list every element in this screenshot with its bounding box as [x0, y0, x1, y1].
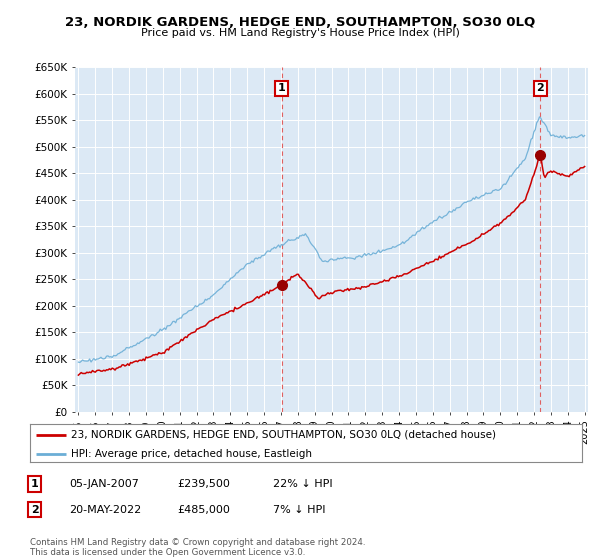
Text: 22% ↓ HPI: 22% ↓ HPI: [273, 479, 332, 489]
Text: 2: 2: [31, 505, 38, 515]
Text: 2: 2: [536, 83, 544, 94]
Text: 23, NORDIK GARDENS, HEDGE END, SOUTHAMPTON, SO30 0LQ (detached house): 23, NORDIK GARDENS, HEDGE END, SOUTHAMPT…: [71, 430, 496, 440]
Text: Price paid vs. HM Land Registry's House Price Index (HPI): Price paid vs. HM Land Registry's House …: [140, 28, 460, 38]
Text: 1: 1: [31, 479, 38, 489]
Text: 05-JAN-2007: 05-JAN-2007: [69, 479, 139, 489]
Text: HPI: Average price, detached house, Eastleigh: HPI: Average price, detached house, East…: [71, 449, 313, 459]
Text: 7% ↓ HPI: 7% ↓ HPI: [273, 505, 325, 515]
Text: 23, NORDIK GARDENS, HEDGE END, SOUTHAMPTON, SO30 0LQ: 23, NORDIK GARDENS, HEDGE END, SOUTHAMPT…: [65, 16, 535, 29]
Text: Contains HM Land Registry data © Crown copyright and database right 2024.
This d: Contains HM Land Registry data © Crown c…: [30, 538, 365, 557]
Text: £485,000: £485,000: [177, 505, 230, 515]
Text: £239,500: £239,500: [177, 479, 230, 489]
Text: 1: 1: [278, 83, 286, 94]
Text: 20-MAY-2022: 20-MAY-2022: [69, 505, 141, 515]
